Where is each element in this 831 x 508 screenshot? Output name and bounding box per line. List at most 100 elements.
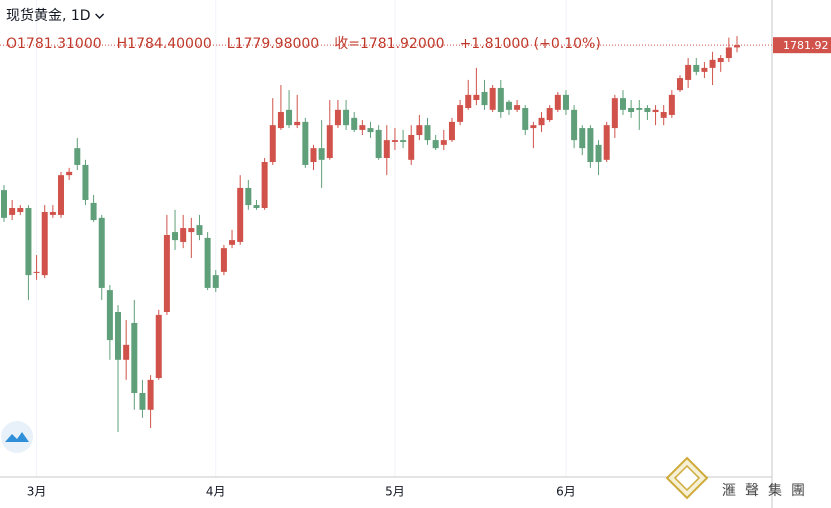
candle-body	[237, 187, 244, 242]
candle-body	[400, 140, 407, 142]
candle-body	[530, 125, 537, 129]
candle-body	[147, 379, 154, 410]
candle-body	[172, 232, 179, 241]
candle-body	[375, 129, 382, 159]
candle-body	[440, 140, 447, 145]
candle-body	[188, 228, 195, 233]
candle-body	[473, 94, 480, 100]
candle-body	[579, 128, 586, 149]
candle-body	[245, 187, 252, 206]
x-tick-label: 5月	[385, 485, 405, 499]
candles	[1, 36, 740, 433]
candle-body	[90, 202, 97, 221]
candle-body	[180, 228, 187, 242]
ohlc-value: O1781.31000	[6, 36, 102, 52]
candle-body	[481, 91, 488, 106]
ohlc-value: 收=1781.92000	[334, 36, 444, 52]
watermark-logo-inner	[673, 464, 701, 492]
ohlc-header: O1781.31000 H1784.40000 L1779.98000 收=1781.…	[6, 36, 601, 52]
grid	[36, 0, 567, 477]
candle-body	[668, 94, 675, 115]
candle-body	[310, 148, 317, 163]
candle-body	[25, 207, 32, 276]
candle-body	[644, 108, 651, 113]
last-price-label: 1781.92	[783, 39, 829, 52]
candle-body	[115, 311, 122, 360]
candle-body	[391, 140, 398, 142]
x-tick-label: 4月	[206, 485, 226, 499]
candle-body	[359, 125, 366, 130]
candle-body	[82, 164, 89, 200]
candle-body	[448, 121, 455, 141]
candle-body	[408, 135, 415, 160]
x-tick-label: 6月	[556, 485, 576, 499]
watermark-text: 滙聲集團	[722, 482, 814, 499]
candle-body	[522, 108, 529, 130]
candle-body	[33, 271, 40, 273]
candle-body	[595, 144, 602, 163]
chart-title: 现货黄金, 1D	[6, 7, 91, 24]
candle-body	[554, 94, 561, 110]
candle-body	[302, 121, 309, 165]
candle-body	[261, 162, 268, 208]
candle-body	[424, 125, 431, 141]
candle-body	[269, 125, 276, 163]
logo[interactable]	[1, 421, 33, 453]
overlay: 1781.92	[0, 37, 831, 54]
candle-body	[253, 205, 260, 208]
candle-body	[693, 64, 700, 72]
candle-body	[334, 109, 341, 126]
candle-body	[734, 45, 740, 48]
candle-body	[155, 314, 162, 379]
candle-body	[383, 140, 390, 159]
candle-body	[106, 290, 113, 341]
candle-body	[1, 190, 7, 218]
candle-body	[343, 109, 350, 126]
candle-body	[163, 235, 170, 312]
candle-body	[660, 112, 667, 118]
candle-body	[465, 94, 472, 109]
candle-body	[603, 125, 610, 160]
candle-body	[17, 207, 24, 213]
dropdown-chevron[interactable]	[95, 13, 105, 19]
candle-body	[611, 98, 618, 129]
candle-body	[571, 109, 578, 141]
candle-body	[58, 175, 65, 215]
candle-body	[286, 109, 293, 126]
candle-body	[326, 125, 333, 159]
candle-body	[66, 171, 73, 176]
candle-body	[685, 64, 692, 80]
watermark: 滙聲集團	[665, 456, 814, 500]
candle-body	[489, 87, 496, 110]
candle-body	[367, 128, 374, 133]
candle-body	[497, 87, 504, 113]
candle-body	[538, 117, 545, 126]
candle-body	[74, 148, 81, 165]
ohlc-value: H1784.40000	[117, 36, 212, 52]
candle-body	[717, 58, 724, 63]
x-tick-label: 3月	[27, 485, 47, 499]
candle-body	[351, 117, 358, 130]
candle-body	[587, 128, 594, 163]
candle-body	[294, 121, 301, 126]
candle-body	[701, 67, 708, 72]
candle-body	[457, 105, 464, 122]
candle-body	[619, 98, 626, 110]
candle-body	[98, 217, 105, 288]
candle-body	[212, 275, 219, 288]
logo-circle[interactable]	[1, 421, 33, 453]
candle-body	[220, 248, 227, 272]
candle-body	[709, 59, 716, 68]
candle-body	[505, 101, 512, 110]
candle-body	[131, 322, 138, 394]
candle-body	[9, 207, 16, 215]
candle-body	[204, 237, 211, 288]
candle-body	[514, 105, 521, 110]
candle-body	[416, 125, 423, 136]
candle-body	[432, 140, 439, 149]
candle-body	[562, 94, 569, 110]
logo-mark[interactable]	[5, 432, 29, 442]
